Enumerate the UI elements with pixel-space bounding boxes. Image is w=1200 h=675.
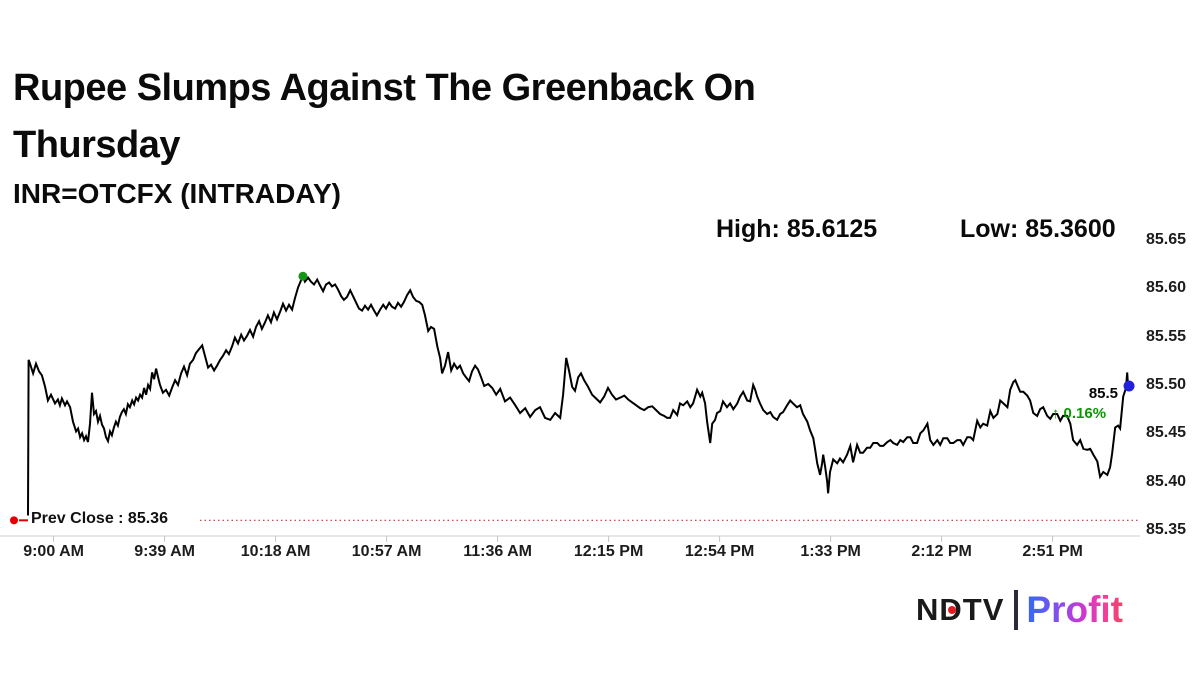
x-tick-label: 10:18 AM bbox=[240, 543, 311, 560]
y-tick-label: 85.45 bbox=[1146, 424, 1187, 442]
prev-close-marker-dot bbox=[10, 516, 18, 525]
ndtv-profit-logo: NDTV Profit bbox=[916, 588, 1123, 632]
profit-wordmark: Profit bbox=[1026, 589, 1124, 630]
y-tick-label: 85.55 bbox=[1146, 327, 1187, 345]
ndtv-letters-tv: TV bbox=[962, 592, 1005, 627]
x-tick-label: 2:51 PM bbox=[1022, 543, 1083, 560]
x-tick-label: 11:36 AM bbox=[463, 543, 532, 560]
y-tick-label: 85.50 bbox=[1146, 376, 1187, 393]
page-title: Rupee Slumps Against The Greenback On Th… bbox=[13, 67, 756, 166]
instrument-subtitle: INR=OTCFX (INTRADAY) bbox=[13, 178, 341, 209]
y-tick-label: 85.60 bbox=[1146, 279, 1187, 297]
prev-close-label: Prev Close : 85.36 bbox=[31, 510, 168, 528]
x-tick-label: 10:57 AM bbox=[351, 543, 422, 560]
high-value-label: High: 85.6125 bbox=[716, 215, 878, 243]
ndtv-letter-d: D bbox=[939, 592, 962, 628]
ndtv-letter-n: N bbox=[916, 592, 940, 627]
day-high-marker bbox=[298, 271, 308, 281]
last-price-label: 85.5 bbox=[1088, 384, 1119, 402]
y-tick-label: 85.35 bbox=[1146, 521, 1187, 538]
last-price-marker bbox=[1123, 380, 1135, 392]
y-tick-label: 85.65 bbox=[1146, 231, 1187, 248]
x-tick-label: 12:15 PM bbox=[573, 543, 644, 560]
ndtv-wordmark: NDTV bbox=[916, 592, 1004, 628]
price-series-line bbox=[27, 273, 1129, 516]
percent-change-label: ↑ 0.16% bbox=[1051, 404, 1107, 422]
x-tick-label: 1:33 PM bbox=[800, 543, 861, 560]
x-tick-label: 12:54 PM bbox=[684, 543, 755, 560]
low-value-label: Low: 85.3600 bbox=[960, 215, 1116, 243]
x-tick-label: 2:12 PM bbox=[911, 543, 972, 560]
x-tick-label: 9:39 AM bbox=[134, 543, 195, 560]
logo-divider bbox=[1014, 590, 1019, 630]
y-tick-label: 85.40 bbox=[1146, 472, 1187, 490]
x-tick-label: 9:00 AM bbox=[23, 543, 84, 560]
ndtv-red-dot-icon bbox=[948, 606, 957, 614]
